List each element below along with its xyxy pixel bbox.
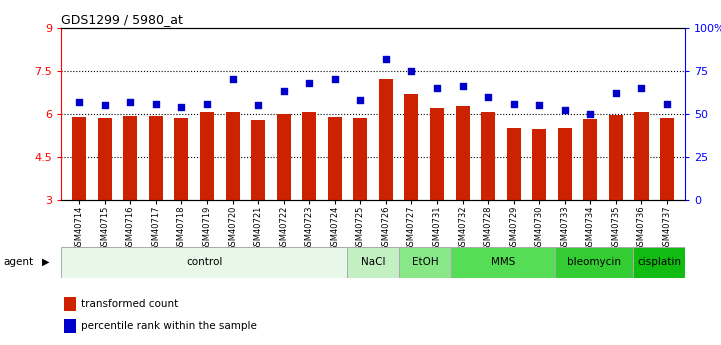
Text: ▶: ▶ xyxy=(42,257,49,267)
Bar xyxy=(123,116,137,286)
Point xyxy=(534,102,545,108)
Bar xyxy=(302,111,317,286)
Bar xyxy=(64,297,76,311)
Point xyxy=(150,101,162,106)
Point xyxy=(74,99,85,105)
Point xyxy=(457,83,469,89)
Point xyxy=(304,80,315,86)
Point xyxy=(99,102,110,108)
Bar xyxy=(430,108,444,286)
Point xyxy=(278,89,289,94)
Text: control: control xyxy=(186,257,222,267)
Bar xyxy=(404,94,418,286)
Bar xyxy=(328,117,342,286)
Point xyxy=(201,101,213,106)
Bar xyxy=(583,119,598,286)
Point xyxy=(610,90,622,96)
Bar xyxy=(174,118,188,286)
Point xyxy=(227,77,239,82)
Bar xyxy=(149,116,163,286)
Bar xyxy=(98,118,112,286)
Point xyxy=(355,97,366,103)
Bar xyxy=(72,117,87,286)
Point xyxy=(176,104,187,110)
Point xyxy=(559,108,570,113)
Bar xyxy=(456,106,469,286)
Point xyxy=(329,77,340,82)
Bar xyxy=(226,111,239,286)
Bar xyxy=(481,111,495,286)
Text: bleomycin: bleomycin xyxy=(567,257,621,267)
Bar xyxy=(451,247,555,278)
Bar xyxy=(634,111,648,286)
Text: GDS1299 / 5980_at: GDS1299 / 5980_at xyxy=(61,13,183,27)
Point xyxy=(431,85,443,91)
Bar xyxy=(633,247,685,278)
Bar xyxy=(532,129,547,286)
Bar xyxy=(555,247,633,278)
Bar xyxy=(277,115,291,286)
Text: MMS: MMS xyxy=(491,257,516,267)
Point xyxy=(406,68,417,73)
Bar xyxy=(558,128,572,286)
Text: cisplatin: cisplatin xyxy=(637,257,681,267)
Text: agent: agent xyxy=(4,257,34,267)
Text: percentile rank within the sample: percentile rank within the sample xyxy=(81,321,257,331)
Point xyxy=(585,111,596,117)
Bar xyxy=(379,79,393,286)
Point xyxy=(380,56,392,61)
Text: transformed count: transformed count xyxy=(81,299,179,309)
Point xyxy=(252,102,264,108)
Bar xyxy=(399,247,451,278)
Point xyxy=(661,101,673,106)
Text: NaCl: NaCl xyxy=(361,257,385,267)
Bar xyxy=(251,120,265,286)
Bar xyxy=(507,128,521,286)
Point xyxy=(482,94,494,99)
Point xyxy=(508,101,519,106)
Text: EtOH: EtOH xyxy=(412,257,438,267)
Bar xyxy=(200,111,214,286)
Point xyxy=(636,85,647,91)
Point xyxy=(125,99,136,105)
Bar xyxy=(347,247,399,278)
Bar xyxy=(61,247,347,278)
Bar xyxy=(609,115,623,286)
Bar xyxy=(353,118,368,286)
Bar xyxy=(660,118,674,286)
Bar xyxy=(64,319,76,333)
